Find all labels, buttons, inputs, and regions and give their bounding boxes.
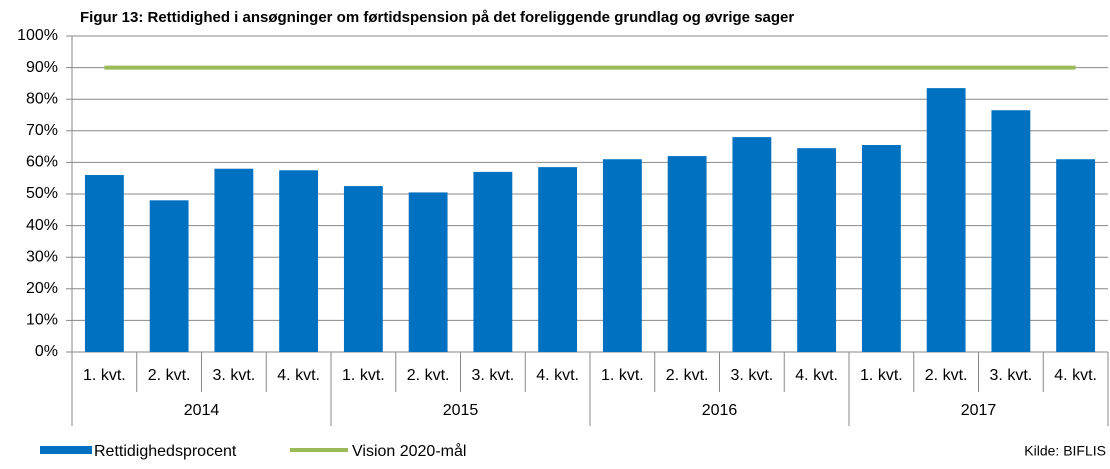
bar <box>861 145 901 352</box>
x-tick-label: 2. kvt. <box>925 367 968 384</box>
legend-label: Rettidighedsprocent <box>94 443 237 460</box>
x-tick-label: 1. kvt. <box>83 367 126 384</box>
bar <box>538 167 578 352</box>
y-tick-label: 30% <box>26 248 58 265</box>
y-tick-label: 70% <box>26 122 58 139</box>
group-label: 2015 <box>443 402 479 419</box>
x-tick-label: 2. kvt. <box>407 367 450 384</box>
x-tick-label: 1. kvt. <box>860 367 903 384</box>
bar <box>732 137 772 352</box>
x-tick-label: 2. kvt. <box>666 367 709 384</box>
group-label: 2014 <box>184 402 220 419</box>
y-tick-label: 10% <box>26 312 58 329</box>
group-label: 2016 <box>702 402 738 419</box>
bar <box>602 159 642 352</box>
bar <box>214 168 254 352</box>
bar <box>279 170 319 352</box>
y-tick-label: 40% <box>26 217 58 234</box>
legend-label: Vision 2020-mål <box>352 442 466 460</box>
x-tick-label: 4. kvt. <box>795 367 838 384</box>
x-tick-label: 3. kvt. <box>472 367 515 384</box>
bar <box>797 148 837 352</box>
x-tick-label: 3. kvt. <box>213 367 256 384</box>
x-tick-label: 4. kvt. <box>277 367 320 384</box>
y-tick-label: 60% <box>26 154 58 171</box>
x-tick-label: 3. kvt. <box>990 367 1033 384</box>
x-tick-label: 4. kvt. <box>1054 367 1097 384</box>
y-tick-label: 50% <box>26 185 58 202</box>
bar <box>1056 159 1096 352</box>
bar <box>343 186 383 352</box>
bar <box>84 175 124 352</box>
bar <box>473 171 513 352</box>
bar <box>926 88 966 352</box>
y-tick-label: 80% <box>26 90 58 107</box>
y-tick-label: 90% <box>26 59 58 76</box>
y-tick-label: 100% <box>17 27 58 44</box>
chart-title: Figur 13: Rettidighed i ansøgninger om f… <box>80 9 794 26</box>
bar <box>667 156 707 352</box>
x-tick-label: 4. kvt. <box>536 367 579 384</box>
x-tick-label: 3. kvt. <box>731 367 774 384</box>
source: Kilde: BIFLIS <box>1024 443 1106 459</box>
y-tick-label: 0% <box>35 343 58 360</box>
bar <box>149 200 189 352</box>
y-tick-label: 20% <box>26 280 58 297</box>
group-label: 2017 <box>961 402 997 419</box>
bar <box>991 110 1031 352</box>
legend-swatch <box>40 446 92 454</box>
x-tick-label: 1. kvt. <box>342 367 385 384</box>
x-tick-label: 1. kvt. <box>601 367 644 384</box>
x-tick-label: 2. kvt. <box>148 367 191 384</box>
bar <box>408 192 448 352</box>
